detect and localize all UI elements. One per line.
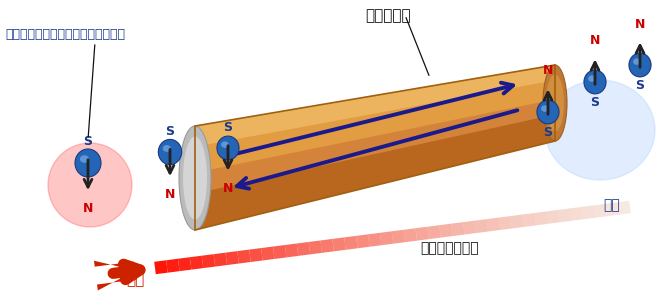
Ellipse shape: [217, 136, 239, 160]
Text: S: S: [591, 96, 599, 109]
Ellipse shape: [541, 105, 549, 112]
FancyArrow shape: [94, 261, 136, 290]
Text: 低い: 低い: [603, 198, 620, 212]
Circle shape: [48, 143, 132, 227]
Ellipse shape: [221, 141, 229, 148]
Ellipse shape: [546, 74, 564, 132]
Text: S: S: [543, 126, 553, 139]
Text: 磁気の流れ（スピン流）が湧き出る: 磁気の流れ（スピン流）が湧き出る: [5, 28, 125, 41]
Text: S: S: [165, 125, 175, 138]
Text: N: N: [635, 18, 645, 30]
Text: N: N: [165, 188, 175, 201]
Polygon shape: [195, 114, 555, 230]
Ellipse shape: [75, 149, 101, 177]
Polygon shape: [195, 65, 555, 230]
Ellipse shape: [633, 58, 641, 65]
Ellipse shape: [545, 80, 655, 180]
Ellipse shape: [183, 137, 207, 219]
Text: S: S: [223, 121, 233, 134]
Text: 高い: 高い: [126, 272, 144, 287]
Ellipse shape: [543, 65, 567, 141]
Polygon shape: [195, 65, 555, 173]
Ellipse shape: [159, 139, 182, 165]
Ellipse shape: [588, 75, 596, 82]
Ellipse shape: [179, 126, 211, 230]
Polygon shape: [195, 65, 555, 147]
Text: 強磁性金属: 強磁性金属: [365, 8, 411, 23]
Text: 温度差を付ける: 温度差を付ける: [420, 241, 478, 255]
Text: N: N: [543, 64, 553, 78]
Text: S: S: [636, 79, 644, 92]
Text: N: N: [83, 202, 93, 215]
Ellipse shape: [163, 145, 171, 152]
Ellipse shape: [80, 155, 89, 163]
Text: S: S: [84, 135, 92, 148]
Text: N: N: [223, 183, 233, 195]
Ellipse shape: [584, 70, 606, 94]
Text: N: N: [590, 35, 600, 47]
Ellipse shape: [537, 100, 559, 124]
Ellipse shape: [629, 53, 651, 77]
